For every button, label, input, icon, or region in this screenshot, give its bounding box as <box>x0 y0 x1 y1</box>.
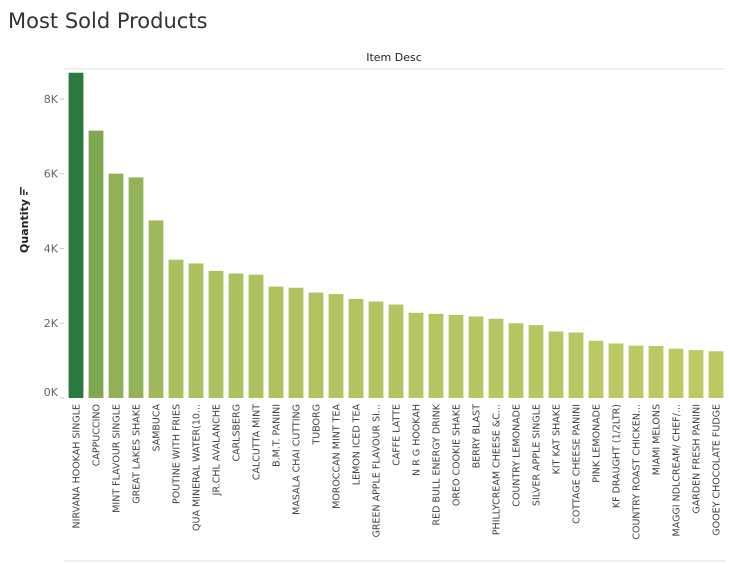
bar[interactable] <box>408 312 424 398</box>
x-tick-label: COUNTRY LEMONADE <box>512 404 523 507</box>
x-tick-label: SAMBUCA <box>152 404 163 452</box>
x-tick-label: RED BULL ENERGY DRINK <box>432 403 443 525</box>
x-tick-label: GREAT LAKES SHAKE <box>132 404 143 504</box>
sort-icon[interactable] <box>20 187 28 195</box>
bar[interactable] <box>148 220 164 398</box>
bar[interactable] <box>568 332 584 398</box>
bar[interactable] <box>188 263 204 398</box>
column-header: Item Desc <box>366 51 422 64</box>
y-tick-label: 4K <box>44 242 59 255</box>
x-tick-label: MOROCCAN MINT TEA <box>332 404 343 509</box>
bar[interactable] <box>388 304 404 398</box>
y-tick-label: 6K <box>44 168 59 181</box>
bar[interactable] <box>608 343 624 398</box>
x-tick-label: OREO COOKIE SHAKE <box>452 404 463 506</box>
bar[interactable] <box>368 301 384 398</box>
x-tick-label: GARDEN FRESH PANINI <box>692 404 703 514</box>
x-tick-label: MASALA CHAI CUTTING <box>292 404 303 515</box>
x-tick-label: N R G HOOKAH <box>412 404 423 476</box>
x-tick-label: MAGGI NDLCREAM/ CHEF/... <box>672 404 683 536</box>
x-tick-label: JR.CHL AVALANCHE <box>212 404 223 496</box>
bar[interactable] <box>468 316 484 399</box>
bar[interactable] <box>348 298 364 398</box>
bar[interactable] <box>548 331 564 398</box>
bar[interactable] <box>688 350 704 398</box>
bar[interactable] <box>268 286 284 398</box>
x-tick-label: CAFFE LATTE <box>392 404 403 466</box>
x-tick-label: LEMON ICED TEA <box>352 404 363 486</box>
x-tick-label: SILVER APPLE SINGLE <box>532 404 543 506</box>
bar[interactable] <box>88 130 104 398</box>
y-tick-label: 8K <box>44 93 59 106</box>
bar[interactable] <box>528 325 544 398</box>
bar[interactable] <box>328 294 344 398</box>
x-axis-labels: NIRVANA HOOKAH SINGLE CAPPUCCINO MINT FLAV… <box>72 403 723 539</box>
bar[interactable] <box>228 273 244 399</box>
bar[interactable] <box>428 313 444 398</box>
bar[interactable] <box>488 318 504 398</box>
bars <box>68 72 724 399</box>
x-tick-label: CALCUTTA MINT <box>252 404 263 480</box>
x-tick-label: BERRY BLAST <box>472 404 483 468</box>
x-tick-label: TUBORG <box>312 404 323 446</box>
x-tick-label: POUTINE WITH FRIES <box>172 404 183 504</box>
x-tick-label: B.M.T. PANINI <box>272 404 283 467</box>
bar[interactable] <box>168 259 184 398</box>
x-tick-label: GOOEY CHOCOLATE FUDGE <box>712 404 723 536</box>
chart-title: Most Sold Products <box>8 9 208 33</box>
x-tick-label: PHILLYCREAM CHEESE &C... <box>492 404 503 535</box>
bar[interactable] <box>208 270 224 398</box>
bar[interactable] <box>448 315 464 398</box>
y-axis: 0K 2K 4K 6K 8K <box>44 93 64 399</box>
bar[interactable] <box>588 340 604 398</box>
bar[interactable] <box>308 292 324 398</box>
x-tick-label: MINT FLAVOUR SINGLE <box>112 404 123 513</box>
x-tick-label: MIAMI MELONS <box>652 404 663 475</box>
bar[interactable] <box>108 173 124 398</box>
y-tick-label: 2K <box>44 317 59 330</box>
x-tick-label: COTTAGE CHEESE PANINI <box>572 404 583 524</box>
bar[interactable] <box>708 351 724 398</box>
x-tick-label: CARLSBERG <box>232 404 243 462</box>
bar[interactable] <box>508 323 524 398</box>
bar[interactable] <box>648 346 664 398</box>
x-tick-label: GREEN APPLE FLAVOUR SI... <box>372 404 383 538</box>
x-tick-label: KF DRAUGHT (1/2LTR) <box>612 404 623 508</box>
y-axis-title: Quantity <box>18 199 31 253</box>
y-tick-label: 0K <box>44 386 59 399</box>
x-tick-label: NIRVANA HOOKAH SINGLE <box>72 404 83 528</box>
x-tick-label: COUNTRY ROAST CHICKEN... <box>632 404 643 540</box>
bar[interactable] <box>668 348 684 398</box>
bar[interactable] <box>68 72 84 399</box>
y-axis-title-group[interactable]: Quantity <box>18 187 31 253</box>
bar[interactable] <box>628 345 644 398</box>
bar[interactable] <box>288 287 304 398</box>
bar[interactable] <box>248 274 264 399</box>
x-tick-label: QUA MINERAL WATER(10... <box>192 404 203 531</box>
x-tick-label: PINK LEMONADE <box>592 404 603 483</box>
bar[interactable] <box>128 177 144 398</box>
x-tick-label: KIT KAT SHAKE <box>552 404 563 474</box>
x-tick-label: CAPPUCCINO <box>92 404 103 466</box>
